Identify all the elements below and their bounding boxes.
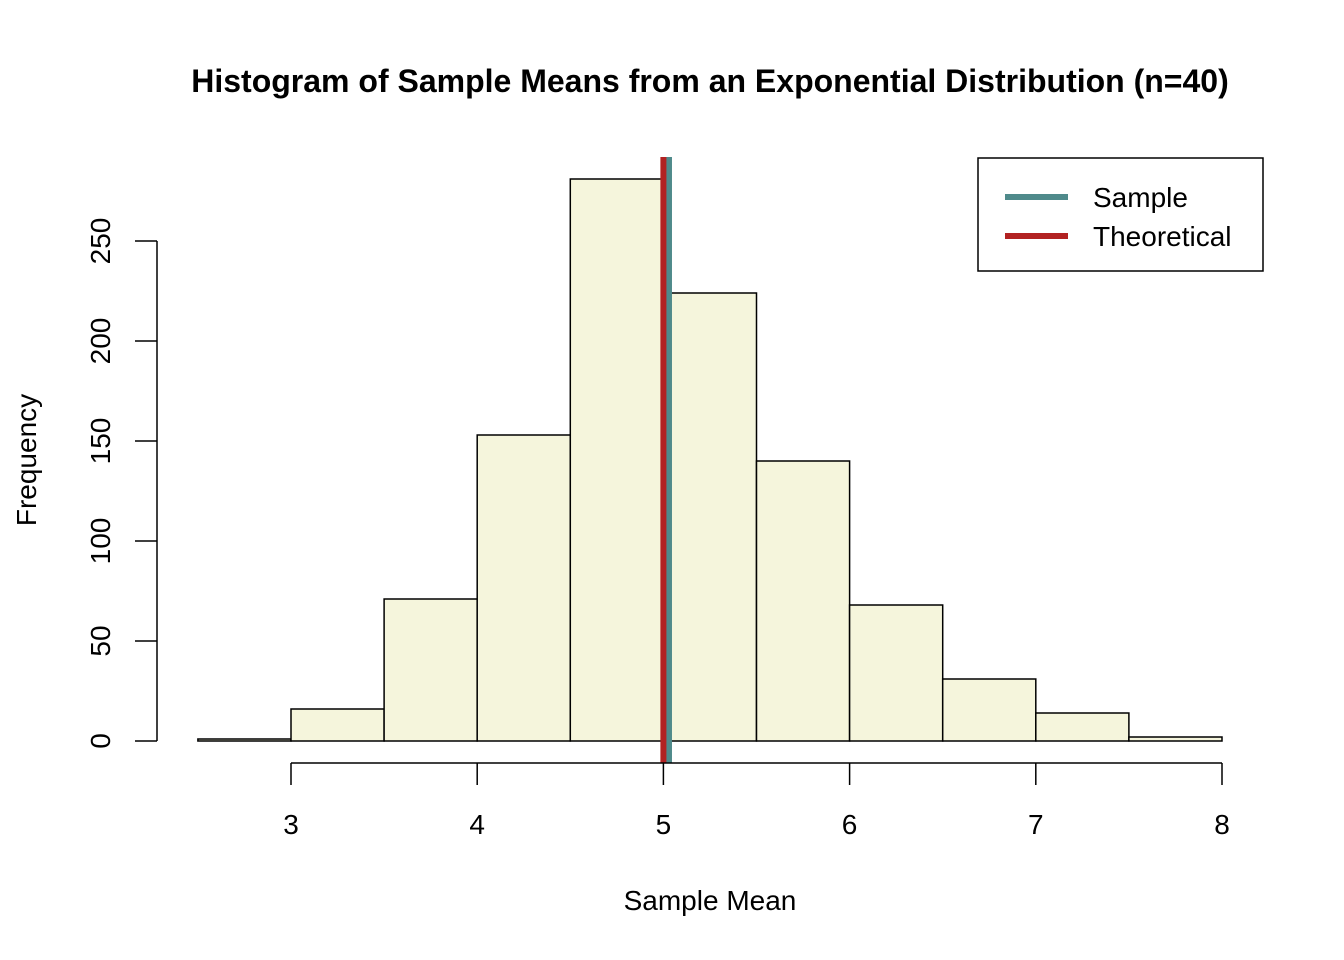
bars-group bbox=[197, 178, 1223, 742]
histogram-bar bbox=[383, 598, 478, 742]
histogram-bar bbox=[1128, 736, 1223, 742]
x-tick-label: 3 bbox=[283, 809, 299, 840]
legend: Sample Theoretical bbox=[977, 157, 1264, 272]
x-tick-label: 6 bbox=[842, 809, 858, 840]
x-axis: 3 4 5 6 7 8 bbox=[283, 762, 1230, 840]
histogram-bar bbox=[569, 178, 665, 742]
chart-title: Histogram of Sample Means from an Expone… bbox=[191, 63, 1228, 99]
y-tick-label: 100 bbox=[85, 518, 116, 565]
histogram-bar bbox=[941, 678, 1037, 742]
histogram-bar bbox=[290, 708, 385, 742]
y-tick-label: 50 bbox=[85, 625, 116, 656]
histogram-bar bbox=[755, 460, 851, 742]
legend-label: Theoretical bbox=[1093, 221, 1232, 252]
histogram-bar bbox=[848, 604, 944, 742]
x-tick-label: 4 bbox=[469, 809, 485, 840]
histogram-bar bbox=[662, 292, 758, 742]
y-tick-label: 0 bbox=[85, 733, 116, 749]
y-tick-label: 250 bbox=[85, 218, 116, 265]
y-axis-label: Frequency bbox=[11, 394, 42, 526]
histogram-bar bbox=[1035, 712, 1130, 742]
mean-lines-group bbox=[660, 157, 672, 763]
histogram-bar bbox=[197, 738, 292, 742]
x-axis-label: Sample Mean bbox=[624, 885, 797, 916]
y-tick-label: 150 bbox=[85, 418, 116, 465]
x-tick-label: 8 bbox=[1214, 809, 1230, 840]
x-tick-label: 5 bbox=[656, 809, 672, 840]
x-tick-label: 7 bbox=[1028, 809, 1044, 840]
legend-box bbox=[977, 157, 1264, 272]
y-tick-label: 200 bbox=[85, 318, 116, 365]
legend-label: Sample bbox=[1093, 182, 1188, 213]
histogram-bar bbox=[476, 434, 572, 742]
y-axis: 0 50 100 150 200 250 bbox=[85, 218, 158, 749]
